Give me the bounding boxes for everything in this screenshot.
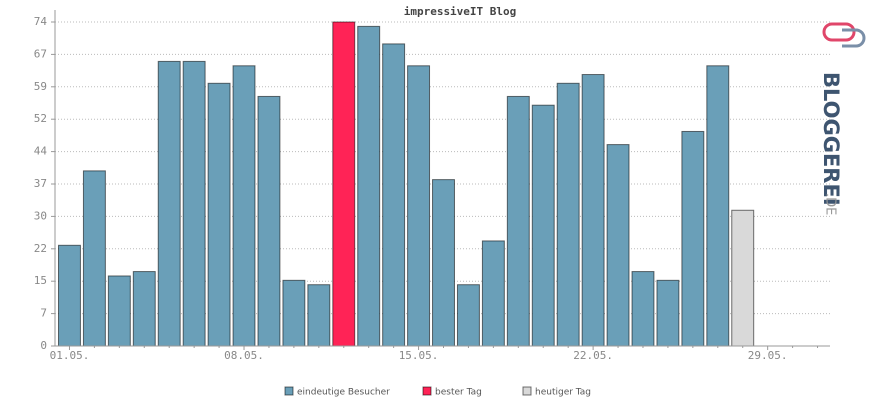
y-tick-label: 59	[34, 80, 47, 93]
logo-icon	[822, 22, 856, 42]
x-tick-label: 01.05.	[50, 349, 90, 362]
y-tick-label: 22	[34, 242, 47, 255]
bar	[157, 60, 181, 347]
y-tick-label: 0	[40, 339, 47, 352]
bar	[232, 65, 256, 347]
y-tick-label: 37	[34, 177, 47, 190]
bar	[706, 65, 730, 347]
bar	[606, 144, 630, 347]
bar	[432, 179, 455, 347]
chart-title: impressiveIT Blog	[404, 5, 517, 18]
y-tick-label: 44	[34, 145, 48, 158]
x-tick-label: 22.05.	[573, 349, 613, 362]
bar	[656, 279, 680, 347]
bar	[631, 271, 655, 347]
bar	[481, 240, 505, 347]
legend-label: eindeutige Besucher	[297, 388, 390, 398]
bar	[82, 170, 106, 347]
bar	[681, 130, 705, 347]
bar	[257, 95, 281, 347]
logo-suffix: .DE	[823, 193, 838, 215]
bar	[506, 95, 530, 347]
bar	[182, 60, 206, 347]
bar	[107, 275, 131, 347]
bar	[357, 25, 381, 347]
y-tick-label: 7	[40, 307, 47, 320]
bar	[132, 271, 156, 347]
bar	[382, 43, 406, 347]
bar	[581, 74, 605, 347]
bar	[731, 209, 755, 347]
logo-text: BLOGGEREI	[819, 72, 843, 206]
bar	[556, 82, 580, 347]
bar	[332, 21, 356, 347]
y-tick-label: 30	[34, 209, 47, 222]
legend-swatch	[522, 386, 532, 396]
bar	[407, 65, 431, 347]
logo: BLOGGEREI .DE	[819, 22, 866, 215]
legend-swatch	[422, 386, 432, 396]
y-tick-label: 74	[34, 15, 48, 28]
bar	[282, 279, 306, 347]
x-tick-label: 15.05.	[399, 349, 439, 362]
logo-icon	[842, 28, 866, 48]
legend-label: heutiger Tag	[535, 388, 591, 398]
x-tick-label: 08.05.	[224, 349, 264, 362]
bar	[58, 244, 81, 347]
y-tick-label: 15	[34, 274, 47, 287]
legend-swatch	[284, 386, 294, 396]
legend-label: bester Tag	[435, 388, 482, 398]
bar	[307, 284, 331, 347]
bar	[531, 104, 555, 347]
x-tick-label: 29.05.	[748, 349, 788, 362]
bar	[456, 284, 480, 347]
y-tick-label: 52	[34, 112, 47, 125]
y-tick-label: 67	[34, 47, 47, 60]
bar	[207, 82, 231, 347]
